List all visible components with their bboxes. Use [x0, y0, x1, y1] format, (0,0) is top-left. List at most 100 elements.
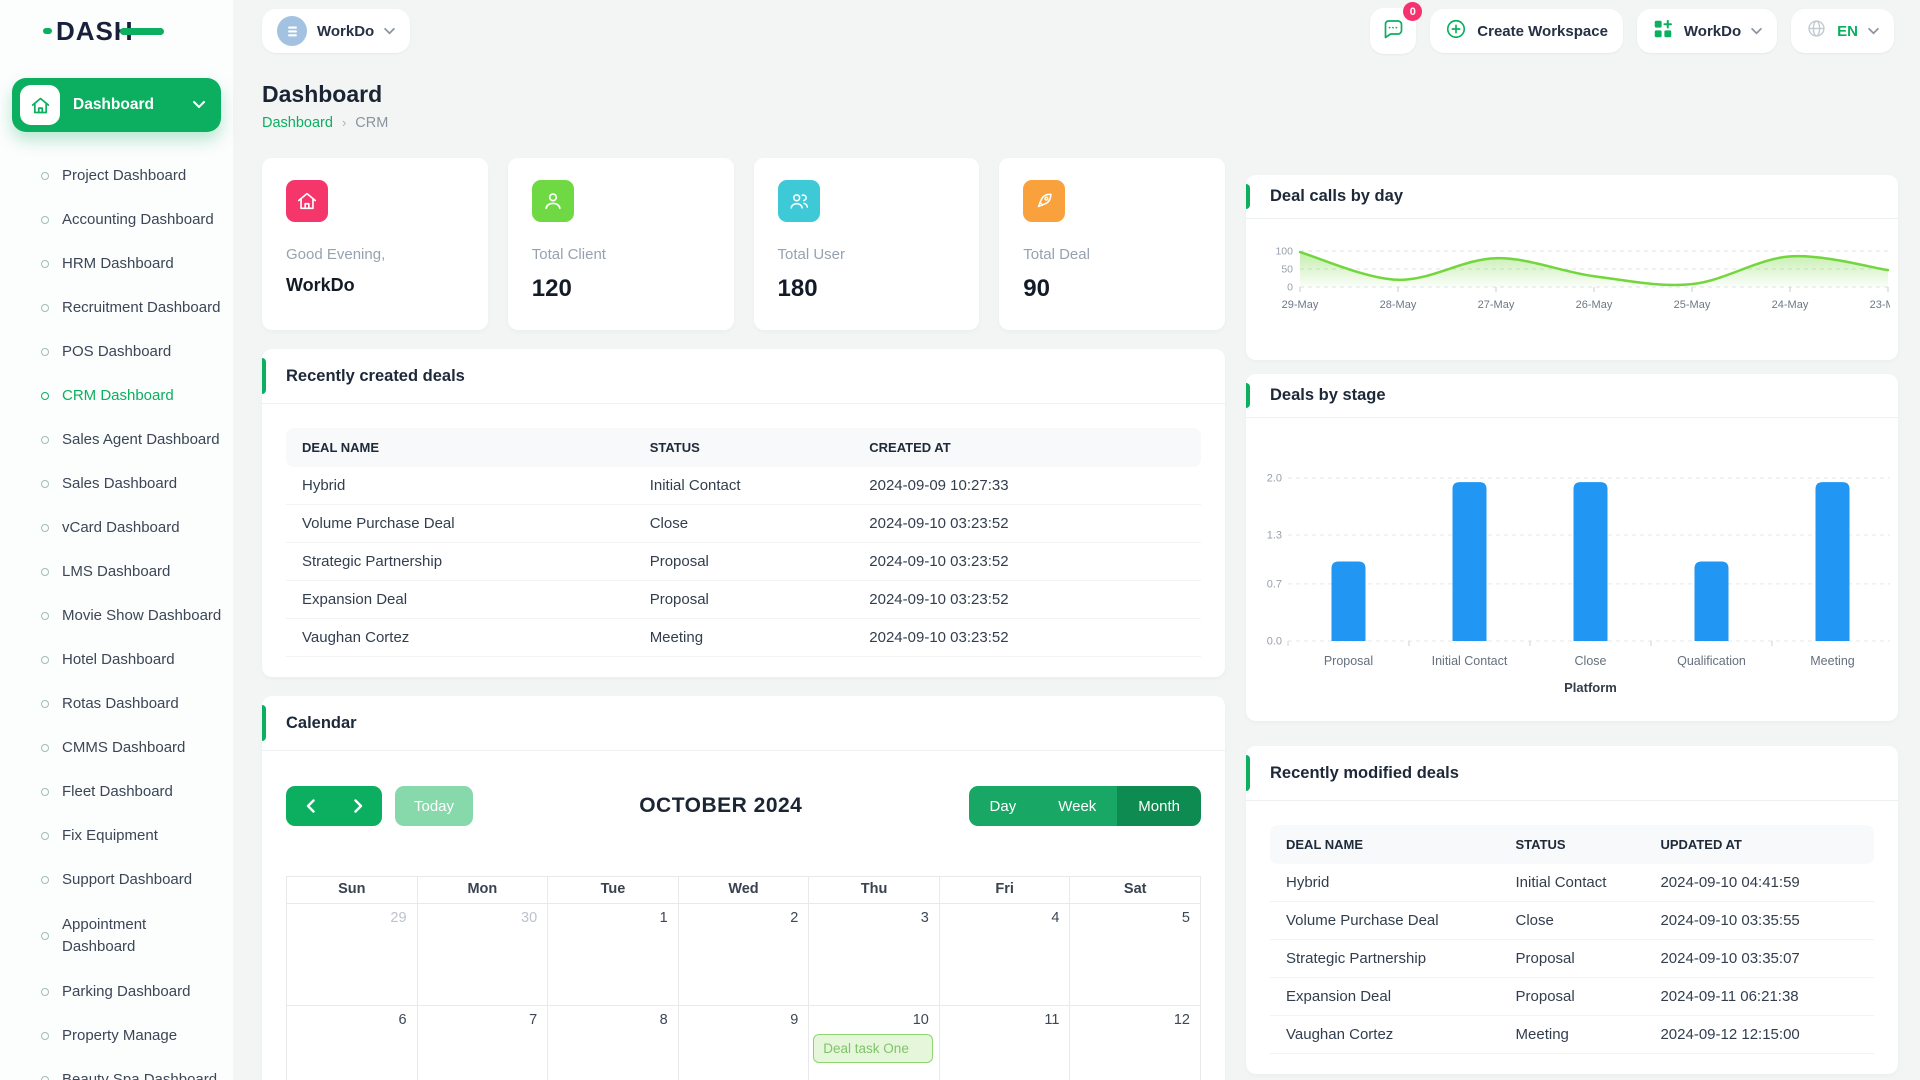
- workspace-grid-icon: [1652, 18, 1674, 45]
- calendar-day-29[interactable]: 29: [287, 904, 418, 1006]
- calendar-day-4[interactable]: 4: [939, 904, 1071, 1006]
- chevron-down-icon: [193, 96, 205, 114]
- sidebar-item-accounting-dashboard[interactable]: Accounting Dashboard: [0, 198, 233, 242]
- sidebar-item-property-manage[interactable]: Property Manage: [0, 1014, 233, 1058]
- logo[interactable]: DASH: [0, 0, 233, 62]
- calendar-day-12[interactable]: 12: [1070, 1006, 1201, 1080]
- svg-text:Initial Contact: Initial Contact: [1432, 654, 1508, 668]
- messages-button[interactable]: 0: [1370, 2, 1423, 54]
- calendar-day-1[interactable]: 1: [548, 904, 679, 1006]
- calendar-day-9[interactable]: 9: [678, 1006, 810, 1080]
- sidebar: DASH Dashboard Project Dashboard Accounti…: [0, 0, 234, 1080]
- table-cell: Close: [1499, 902, 1645, 940]
- calendar-day-3[interactable]: 3: [809, 904, 940, 1006]
- calendar-event[interactable]: Deal task One: [813, 1034, 933, 1063]
- bullet-icon: [41, 436, 49, 444]
- weekday-header: Mon: [417, 877, 549, 904]
- rocket-icon: [1023, 180, 1066, 222]
- sidebar-item-sales-agent-dashboard[interactable]: Sales Agent Dashboard: [0, 418, 233, 462]
- sidebar-item-lms-dashboard[interactable]: LMS Dashboard: [0, 550, 233, 594]
- bullet-icon: [41, 932, 49, 940]
- day-number: 5: [1181, 910, 1190, 926]
- bullet-icon: [41, 524, 49, 532]
- calendar-view-week-button[interactable]: Week: [1037, 786, 1118, 826]
- card-accent: [1246, 383, 1250, 408]
- building-icon: [277, 16, 307, 46]
- sidebar-item-appointment-dashboard[interactable]: Appointment Dashboard: [0, 902, 233, 970]
- calendar-prev-button[interactable]: [286, 786, 334, 826]
- messages-count-badge: 0: [1403, 2, 1423, 21]
- sidebar-item-cmms-dashboard[interactable]: CMMS Dashboard: [0, 726, 233, 770]
- calendar-day-6[interactable]: 6: [287, 1006, 418, 1080]
- calendar-day-10[interactable]: 10 Deal task One: [809, 1006, 940, 1080]
- sidebar-item-fleet-dashboard[interactable]: Fleet Dashboard: [0, 770, 233, 814]
- table-row: Expansion Deal Proposal 2024-09-10 03:23:5…: [286, 581, 1201, 619]
- stats-row: Good Evening, WorkDo Total Client 120 Total …: [262, 158, 1225, 330]
- breadcrumb-dashboard-link[interactable]: Dashboard: [262, 115, 333, 131]
- day-number: 9: [790, 1012, 799, 1028]
- sidebar-item-recruitment-dashboard[interactable]: Recruitment Dashboard: [0, 286, 233, 330]
- sidebar-item-beauty-spa-dashboard[interactable]: Beauty Spa Dashboard: [0, 1058, 233, 1080]
- card-title: Recently modified deals: [1270, 763, 1459, 782]
- workspace-pill[interactable]: WorkDo: [262, 9, 411, 53]
- weekday-header: Fri: [939, 877, 1071, 904]
- bullet-icon: [41, 392, 49, 400]
- language-switcher[interactable]: EN: [1791, 9, 1894, 53]
- sidebar-item-fix-equipment[interactable]: Fix Equipment: [0, 814, 233, 858]
- bullet-icon: [41, 656, 49, 664]
- sidebar-item-hotel-dashboard[interactable]: Hotel Dashboard: [0, 638, 233, 682]
- table-cell: Meeting: [1499, 1016, 1645, 1054]
- calendar-day-11[interactable]: 11: [939, 1006, 1071, 1080]
- calendar-day-7[interactable]: 7: [417, 1006, 549, 1080]
- breadcrumb-separator-icon: ›: [341, 115, 347, 130]
- page-title: Dashboard: [262, 81, 383, 107]
- day-number: 11: [1044, 1012, 1060, 1028]
- bullet-icon: [41, 832, 49, 840]
- bullet-icon: [41, 568, 49, 576]
- table-row: Strategic Partnership Proposal 2024-09-10 …: [1270, 940, 1874, 978]
- calendar-day-30[interactable]: 30: [417, 904, 549, 1006]
- sidebar-item-project-dashboard[interactable]: Project Dashboard: [0, 154, 233, 198]
- sidebar-item-vcard-dashboard[interactable]: vCard Dashboard: [0, 506, 233, 550]
- workspace-switcher[interactable]: WorkDo: [1636, 9, 1778, 53]
- sidebar-item-crm-dashboard[interactable]: CRM Dashboard: [0, 374, 233, 418]
- stat-value: 90: [1023, 275, 1050, 302]
- column-header: DEAL NAME: [286, 428, 634, 467]
- sidebar-item-sales-dashboard[interactable]: Sales Dashboard: [0, 462, 233, 506]
- sidebar-item-hrm-dashboard[interactable]: HRM Dashboard: [0, 242, 233, 286]
- calendar-view-day-button[interactable]: Day: [968, 786, 1038, 826]
- sidebar-group-dashboard[interactable]: Dashboard: [12, 78, 221, 132]
- stat-card-total-deal: Total Deal 90: [999, 158, 1225, 330]
- card-title: Deal calls by day: [1270, 187, 1403, 205]
- calendar-today-button[interactable]: Today: [395, 786, 474, 826]
- calendar-day-8[interactable]: 8: [548, 1006, 679, 1080]
- svg-text:0.7: 0.7: [1267, 578, 1282, 590]
- table-cell: Proposal: [1499, 978, 1645, 1016]
- workspace-pill-label: WorkDo: [317, 22, 375, 40]
- calendar-month-title: OCTOBER 2024: [639, 794, 803, 817]
- bullet-icon: [41, 260, 49, 268]
- table-cell: Proposal: [1499, 940, 1645, 978]
- create-workspace-button[interactable]: Create Workspace: [1430, 9, 1623, 53]
- table-row: Vaughan Cortez Meeting 2024-09-10 03:23:52: [286, 619, 1201, 657]
- calendar-day-2[interactable]: 2: [678, 904, 810, 1006]
- column-header: STATUS: [633, 428, 854, 467]
- table-cell: 2024-09-10 03:35:55: [1644, 902, 1874, 940]
- chat-icon: [1381, 17, 1405, 46]
- svg-text:0: 0: [1287, 282, 1293, 294]
- table-row: Volume Purchase Deal Close 2024-09-10 03:2…: [286, 505, 1201, 543]
- table-cell: Strategic Partnership: [286, 543, 634, 581]
- sidebar-item-pos-dashboard[interactable]: POS Dashboard: [0, 330, 233, 374]
- sidebar-item-parking-dashboard[interactable]: Parking Dashboard: [0, 970, 233, 1014]
- sidebar-item-support-dashboard[interactable]: Support Dashboard: [0, 858, 233, 902]
- day-number: 7: [529, 1012, 538, 1028]
- calendar-day-5[interactable]: 5: [1070, 904, 1201, 1006]
- table-cell: Meeting: [633, 619, 854, 657]
- svg-text:27-May: 27-May: [1478, 299, 1515, 311]
- table-header-row: DEAL NAME STATUS UPDATED AT: [1270, 825, 1874, 864]
- sidebar-item-movie-show-dashboard[interactable]: Movie Show Dashboard: [0, 594, 233, 638]
- sidebar-item-rotas-dashboard[interactable]: Rotas Dashboard: [0, 682, 233, 726]
- calendar-view-month-button[interactable]: Month: [1117, 786, 1201, 826]
- calendar-next-button[interactable]: [334, 786, 382, 826]
- bullet-icon: [41, 172, 49, 180]
